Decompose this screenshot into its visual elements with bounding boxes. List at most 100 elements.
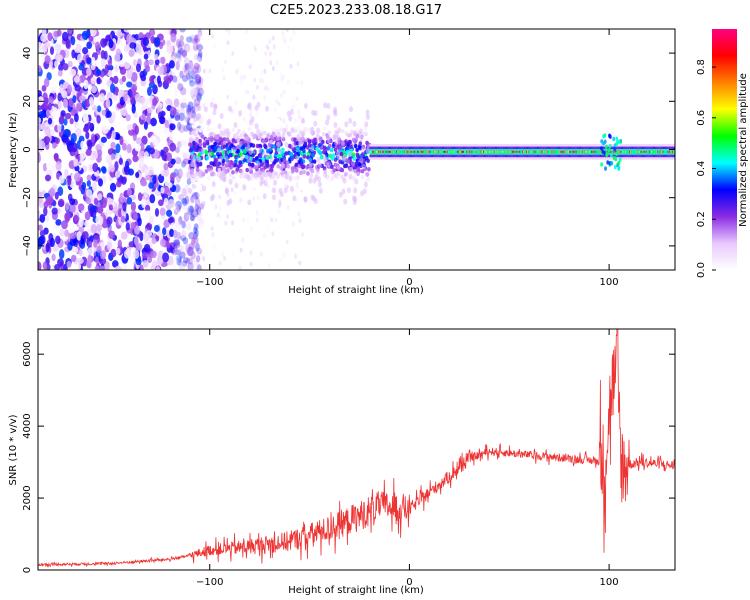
- spectrogram-cell: [181, 229, 187, 239]
- spectrogram-cell: [284, 141, 289, 148]
- spectrogram-cell: [38, 117, 42, 124]
- spectrogram-cell: [226, 146, 230, 151]
- spectrogram-cell: [191, 68, 197, 75]
- spectrogram-cell: [278, 148, 283, 155]
- spectrogram-cell: [285, 29, 289, 32]
- spectrogram-cell: [173, 229, 178, 239]
- spectrogram-cell: [64, 168, 69, 178]
- spectrogram-cell: [188, 184, 193, 189]
- spectrogram-cell: [281, 162, 286, 169]
- spectrogram-cell: [608, 133, 611, 138]
- spectrogram-cell: [225, 117, 229, 123]
- spectrogram-cell: [264, 50, 268, 56]
- spectrogram-cell: [286, 79, 290, 85]
- spectrogram-cell: [58, 63, 64, 72]
- spectrogram-cell: [228, 163, 232, 168]
- spectrogram-cell: [85, 197, 92, 205]
- spectrogram-cell: [288, 143, 292, 149]
- spectrogram-cell: [191, 94, 198, 101]
- spectrogram-cell: [191, 105, 196, 114]
- spectrogram-cell: [191, 45, 198, 53]
- spectrogram-cell: [42, 92, 48, 101]
- spectrogram-cell: [210, 144, 214, 150]
- spectrogram-cell: [144, 204, 151, 212]
- spectrogram-cell: [351, 152, 356, 157]
- spectrogram-cell: [167, 217, 174, 224]
- spectrogram-cell: [242, 116, 246, 122]
- colorbar-tick-label: 0.8: [696, 59, 707, 75]
- spectrogram-cell: [133, 236, 139, 246]
- spectrogram-cell: [160, 186, 165, 194]
- spectrogram-cell: [300, 80, 304, 86]
- spectrogram-cell: [277, 101, 281, 107]
- spectrogram-cell: [180, 183, 187, 191]
- spectrogram-cell: [96, 77, 101, 85]
- spectrogram-cell: [88, 96, 94, 106]
- spectrogram-cell: [146, 222, 153, 231]
- spectrogram-cell: [90, 29, 97, 37]
- spectrogram-cell: [323, 168, 328, 175]
- spectrogram-cell: [179, 244, 184, 254]
- spectrogram-cell: [133, 111, 139, 119]
- spectrogram-cell: [169, 123, 176, 131]
- spectrogram-cell: [120, 231, 128, 240]
- spectrogram-cell: [262, 193, 267, 200]
- spectrogram-cell: [86, 180, 91, 187]
- spectrogram-cell: [218, 260, 222, 266]
- spectrogram-cell: [274, 107, 277, 113]
- spectrogram-cell: [358, 124, 363, 130]
- spectrogram-cell: [178, 194, 184, 201]
- snr-y-ticks: 0 2000 4000 6000: [22, 341, 675, 573]
- spectrogram-cell: [197, 87, 204, 97]
- spectrogram-cell: [142, 260, 149, 268]
- spectrogram-cell: [134, 93, 142, 102]
- x-tick-label: −100: [196, 277, 223, 288]
- spectrogram-cell: [188, 86, 195, 97]
- spectrogram-cell: [239, 133, 244, 138]
- spectrogram-cell: [51, 207, 58, 215]
- spectrogram-cell: [192, 236, 199, 244]
- spectrogram-cell: [198, 29, 204, 39]
- spectrogram-cell: [264, 81, 268, 87]
- spectrogram-cell: [277, 208, 281, 214]
- spectrogram-cell: [159, 123, 167, 130]
- spectrogram-cell: [123, 29, 131, 33]
- spectrogram-cell: [280, 171, 285, 176]
- spectrogram-cell: [276, 131, 281, 138]
- spectrogram-cell: [175, 249, 182, 256]
- spectrogram-cell: [141, 198, 146, 209]
- spectrogram-cell: [202, 256, 206, 262]
- spectrogram-cell: [617, 139, 621, 144]
- spectrogram-cell: [216, 212, 220, 218]
- spectrogram-cell: [278, 203, 282, 209]
- spectrogram-cell: [86, 174, 92, 181]
- spectrogram-cell: [115, 48, 122, 57]
- spectrogram-cell: [144, 65, 151, 73]
- spectrogram-cell: [67, 60, 73, 68]
- spectrogram-cell: [158, 199, 164, 207]
- spectrogram-cell: [271, 131, 276, 137]
- spectrogram-cell: [135, 258, 142, 266]
- spectrogram-cell: [61, 90, 68, 99]
- spectrogram-cell: [266, 46, 270, 51]
- y-tick-label: 20: [22, 95, 33, 108]
- spectrogram-cell: [202, 88, 206, 94]
- spectrogram-cell: [214, 134, 218, 139]
- spectrogram-cell: [177, 54, 182, 63]
- spectrogram-cell: [177, 43, 183, 54]
- spectrogram-cell: [132, 212, 138, 221]
- spectrogram-cell: [602, 134, 605, 139]
- spectrogram-cell: [284, 151, 288, 156]
- spectrogram-cell: [162, 227, 167, 236]
- spectrogram-cell: [197, 56, 201, 62]
- spectrogram-cell: [131, 104, 136, 114]
- spectrogram-cell: [191, 251, 196, 260]
- spectrogram-cell: [299, 170, 303, 176]
- spectrogram-cell: [42, 261, 48, 270]
- spectrogram-cell: [197, 192, 201, 198]
- spectrogram-cell: [187, 101, 194, 111]
- spectrogram-cell: [132, 59, 137, 67]
- spectrogram-cell: [190, 172, 195, 179]
- spectrogram-cell: [164, 29, 170, 36]
- spectrogram-cell: [177, 108, 184, 117]
